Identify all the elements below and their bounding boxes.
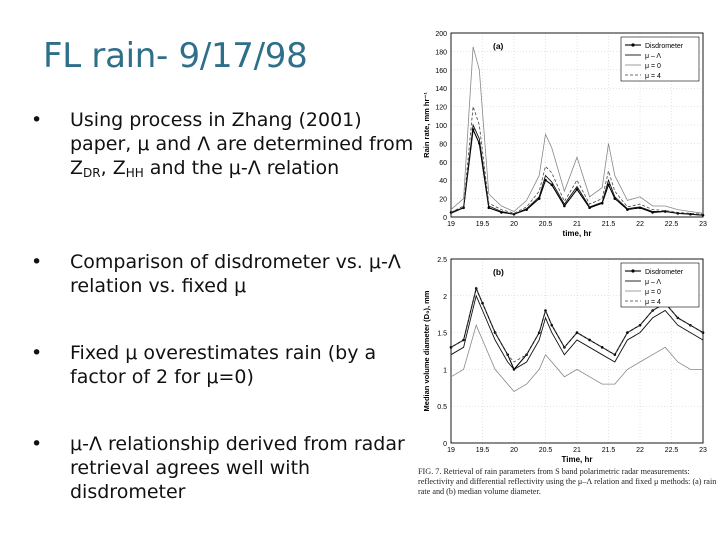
x-tick-label: 21 xyxy=(573,447,581,454)
x-tick-label: 21.5 xyxy=(602,447,616,454)
x-tick-label: 22.5 xyxy=(665,447,679,454)
slide-title: FL rain- 9/17/98 xyxy=(43,36,308,76)
x-tick-label: 19 xyxy=(447,221,455,228)
y-tick-label: 80 xyxy=(439,141,447,148)
y-tick-label: 1 xyxy=(443,367,447,374)
bullet-text: μ-Λ relationship derived from radar retr… xyxy=(70,432,416,504)
legend-label: μ = 0 xyxy=(645,289,661,296)
data-point xyxy=(575,188,579,191)
panel-label: (a) xyxy=(493,41,504,51)
x-tick-label: 21 xyxy=(573,221,581,228)
bullet-text-part: Using process in Zhang (2001) paper, μ a… xyxy=(70,109,414,179)
bullet-text-part: Comparison of disdrometer vs. μ-Λ relati… xyxy=(70,251,401,297)
plot-frame xyxy=(450,32,704,218)
y-tick-label: 140 xyxy=(435,86,447,93)
bullet-dot: • xyxy=(31,109,43,131)
series-line xyxy=(450,294,704,370)
x-tick-label: 22.5 xyxy=(665,221,679,228)
legend-marker xyxy=(631,269,635,273)
bullet-3: • Fixed μ overestimates rain (by a facto… xyxy=(31,341,416,389)
data-point xyxy=(544,178,547,182)
y-tick-label: 2.5 xyxy=(437,257,447,264)
bullet-dot: • xyxy=(31,251,43,273)
y-tick-label: 40 xyxy=(439,178,447,185)
x-tick-label: 20 xyxy=(510,221,518,228)
x-tick-label: 19.5 xyxy=(476,447,490,454)
x-tick-label: 21.5 xyxy=(602,221,616,228)
bullet-1: • Using process in Zhang (2001) paper, μ… xyxy=(31,108,416,180)
x-axis-label: time, hr xyxy=(563,229,592,238)
y-tick-label: 1.5 xyxy=(437,331,447,338)
y-axis-label: Median volume diameter (D₀), mm xyxy=(422,290,431,411)
y-tick-label: 20 xyxy=(439,197,447,204)
data-point xyxy=(487,206,491,210)
y-tick-label: 0 xyxy=(443,441,447,448)
legend-label: Disdrometer xyxy=(645,269,684,276)
legend-label: μ = 0 xyxy=(645,63,661,70)
legend-label: μ – Λ xyxy=(645,279,661,286)
y-tick-label: 180 xyxy=(435,49,447,56)
plot-frame xyxy=(450,258,704,444)
bullet-text: Fixed μ overestimates rain (by a factor … xyxy=(70,341,416,389)
bullet-text: Comparison of disdrometer vs. μ-Λ relati… xyxy=(70,250,416,298)
bullet-4: • μ-Λ relationship derived from radar re… xyxy=(31,432,416,504)
legend-label: μ = 4 xyxy=(645,299,661,306)
bullet-text-part: μ-Λ relationship derived from radar retr… xyxy=(70,433,405,503)
bullet-dot: • xyxy=(31,433,43,455)
legend-label: Disdrometer xyxy=(645,43,684,50)
x-tick-label: 19 xyxy=(447,447,455,454)
series-line xyxy=(450,123,704,216)
bullet-text: Using process in Zhang (2001) paper, μ a… xyxy=(70,108,416,180)
series-line xyxy=(450,46,704,214)
series-line xyxy=(450,106,704,215)
series-line xyxy=(450,287,704,363)
x-tick-label: 22 xyxy=(636,221,644,228)
x-tick-label: 20.5 xyxy=(539,447,553,454)
x-tick-label: 23 xyxy=(699,447,707,454)
bullet-text-part: , Z xyxy=(100,157,126,179)
y-tick-label: 100 xyxy=(435,123,447,130)
legend-label: μ – Λ xyxy=(645,53,661,60)
y-tick-label: 60 xyxy=(439,160,447,167)
panel-label: (b) xyxy=(493,267,504,277)
y-tick-label: 160 xyxy=(435,68,447,75)
x-axis-label: Time, hr xyxy=(562,455,593,464)
figure-7: 0 20 40 60 80 100 120 140 160 180 200 19 19.5 20 20.5 2… xyxy=(415,27,715,517)
series-line xyxy=(450,324,703,393)
figure-caption: FIG. 7. Retrieval of rain parameters fro… xyxy=(418,467,717,496)
data-point xyxy=(563,204,566,208)
y-axis-label: Rain rate, mm hr⁻¹ xyxy=(422,92,431,158)
y-tick-label: 120 xyxy=(435,105,447,112)
data-point xyxy=(544,309,547,312)
legend-label: μ = 4 xyxy=(645,73,661,80)
subscript: DR xyxy=(83,166,101,180)
x-tick-label: 20.5 xyxy=(539,221,553,228)
y-tick-label: 0.5 xyxy=(437,404,447,411)
subscript: HH xyxy=(125,166,144,180)
y-tick-label: 200 xyxy=(435,31,447,38)
y-tick-label: 2 xyxy=(443,294,447,301)
bullet-text-part: and the μ-Λ relation xyxy=(143,157,340,179)
data-point xyxy=(462,338,465,342)
x-tick-label: 22 xyxy=(636,447,644,454)
bullet-2: • Comparison of disdrometer vs. μ-Λ rela… xyxy=(31,250,416,298)
data-point xyxy=(550,183,554,187)
legend-marker xyxy=(631,43,635,47)
bullet-dot: • xyxy=(31,342,43,364)
x-tick-label: 19.5 xyxy=(476,221,490,228)
bullet-text-part: Fixed μ overestimates rain (by a factor … xyxy=(70,342,377,388)
data-point xyxy=(607,183,610,187)
y-tick-label: 0 xyxy=(443,215,447,222)
x-tick-label: 20 xyxy=(510,447,518,454)
x-tick-label: 23 xyxy=(699,221,707,228)
data-point xyxy=(588,206,591,210)
data-point xyxy=(701,331,705,334)
